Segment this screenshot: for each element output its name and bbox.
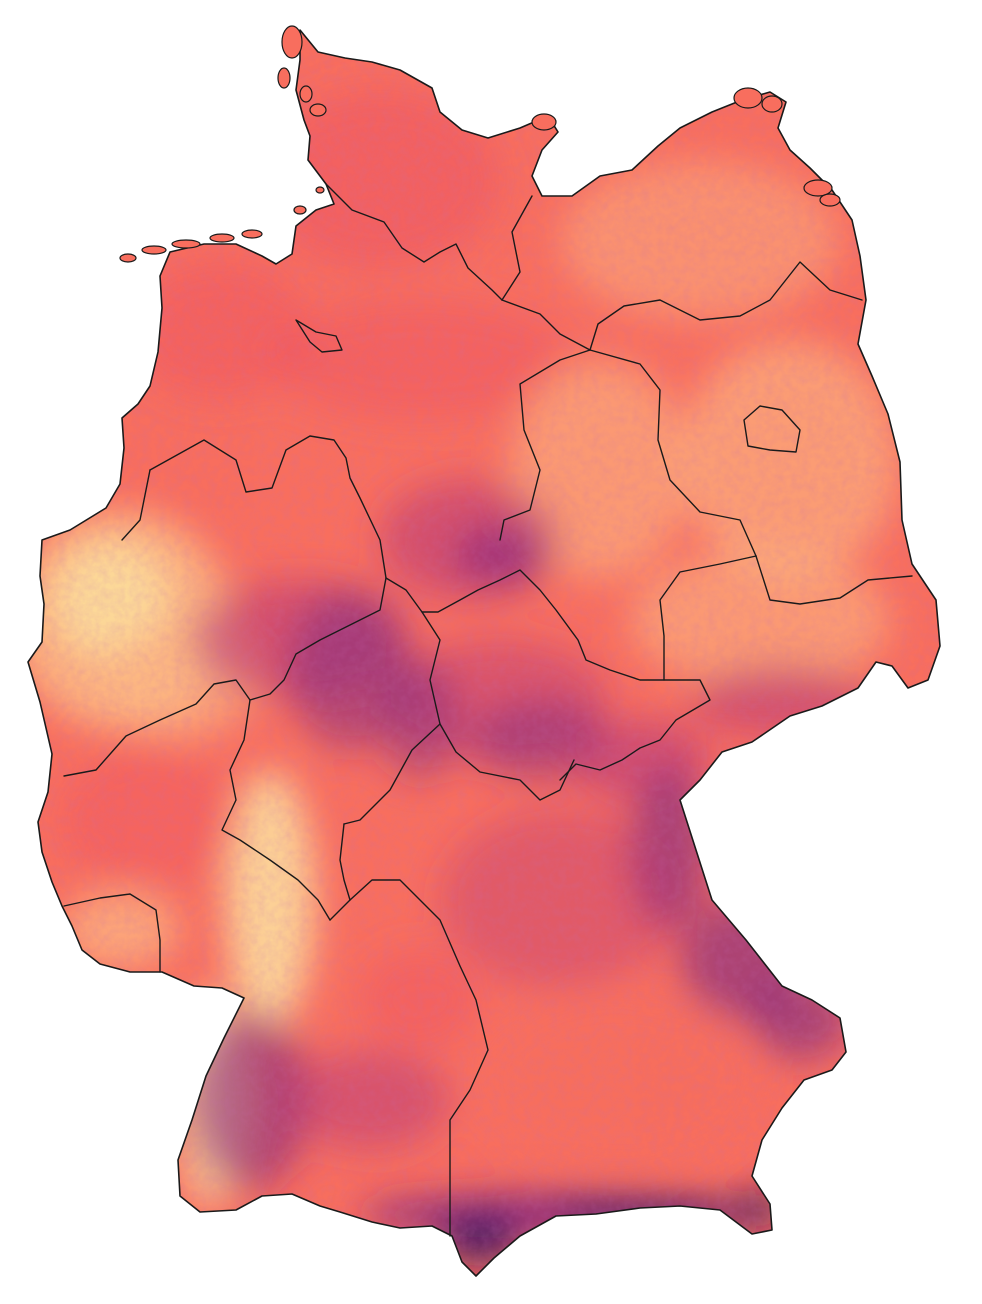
island-shape	[531, 113, 557, 131]
island-shape	[141, 245, 167, 255]
state-boundary-line	[325, 183, 503, 301]
island-shape	[277, 67, 291, 89]
state-boundary-line	[149, 435, 387, 579]
island-shape	[733, 87, 763, 109]
state-boundary-line	[329, 879, 489, 1237]
state-boundary-line	[499, 349, 591, 541]
state-boundary-line	[589, 349, 757, 557]
state-boundary-line	[121, 469, 151, 541]
state-boundary-line	[501, 261, 863, 351]
island-shape	[119, 253, 137, 263]
island-shape	[819, 193, 841, 207]
island-shape	[803, 179, 833, 197]
state-boundary-line	[659, 555, 757, 681]
island-shape	[299, 85, 313, 103]
island-shape	[309, 103, 327, 117]
coastal-islands	[119, 25, 841, 263]
island-shape	[761, 95, 783, 113]
state-boundary-line	[295, 319, 343, 353]
state-boundary-line	[743, 405, 801, 453]
island-shape	[281, 25, 303, 59]
state-boundary-line	[221, 699, 331, 921]
state-boundary-line	[63, 893, 161, 973]
state-boundary-line	[755, 555, 913, 605]
state-boundary-line	[339, 823, 351, 901]
island-shape	[293, 205, 307, 215]
state-boundary-line	[63, 679, 251, 777]
state-boundaries	[63, 183, 913, 1237]
state-boundary-line	[421, 611, 575, 801]
state-boundary-line	[385, 569, 711, 781]
island-shape	[171, 239, 201, 249]
state-boundary-line	[501, 195, 533, 301]
state-boundary-line	[343, 723, 441, 825]
island-shape	[315, 186, 325, 194]
state-boundary-line	[249, 577, 387, 701]
island-shape	[209, 233, 235, 243]
island-shape	[241, 229, 263, 239]
